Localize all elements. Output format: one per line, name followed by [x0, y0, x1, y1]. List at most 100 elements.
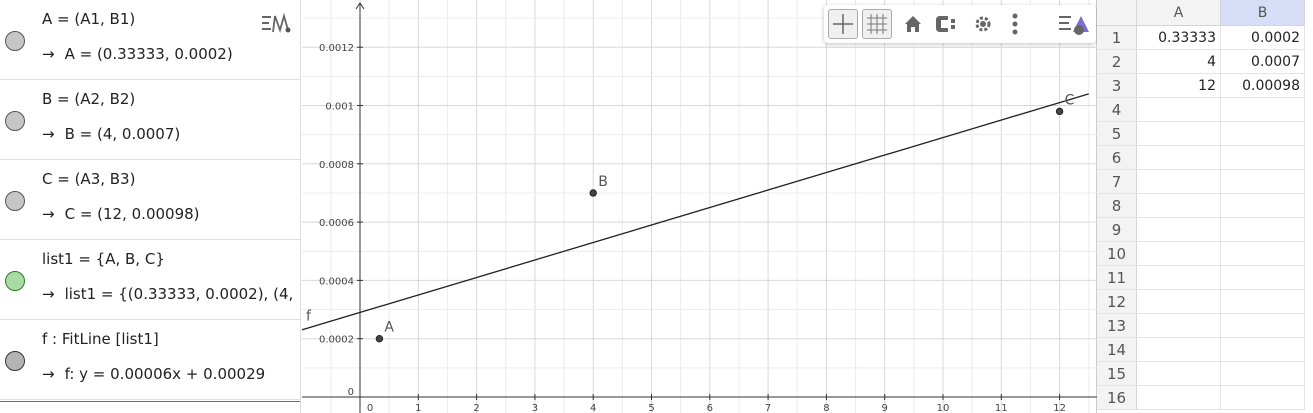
row-header[interactable]: 10 — [1097, 242, 1137, 266]
visibility-toggle[interactable] — [5, 31, 25, 51]
spreadsheet-cell[interactable] — [1137, 386, 1221, 410]
definition-text[interactable]: C = (A3, B3) — [42, 170, 136, 188]
home-icon[interactable] — [898, 9, 928, 39]
value-label: A = (0.33333, 0.0002) — [64, 45, 233, 63]
column-header-A[interactable]: A — [1137, 0, 1221, 26]
spreadsheet-cell[interactable] — [1221, 362, 1305, 386]
row-header[interactable]: 14 — [1097, 338, 1137, 362]
spreadsheet-cell[interactable] — [1221, 194, 1305, 218]
algebra-item-B[interactable]: B = (A2, B2) → B = (4, 0.0007) — [0, 80, 300, 160]
row-header[interactable]: 9 — [1097, 218, 1137, 242]
point-C[interactable] — [1055, 107, 1064, 116]
spreadsheet-cell[interactable] — [1221, 290, 1305, 314]
x-tick-label: 10 — [937, 403, 950, 413]
spreadsheet-cell[interactable]: 0.33333 — [1137, 26, 1221, 50]
definition-text[interactable]: list1 = {A, B, C} — [42, 250, 165, 268]
settings-icon[interactable] — [968, 9, 998, 39]
visibility-toggle[interactable] — [5, 351, 25, 371]
spreadsheet-cell[interactable] — [1137, 290, 1221, 314]
spreadsheet-cell[interactable] — [1137, 314, 1221, 338]
spreadsheet-cell[interactable] — [1137, 362, 1221, 386]
style-bar-icon[interactable] — [932, 9, 962, 39]
spreadsheet-cell[interactable] — [1137, 338, 1221, 362]
visibility-toggle[interactable] — [5, 111, 25, 131]
algebra-item-list1[interactable]: list1 = {A, B, C} → list1 = {(0.33333, 0.… — [0, 240, 300, 320]
arrow-icon: → — [42, 365, 55, 383]
visibility-toggle[interactable] — [5, 191, 25, 211]
definition-text[interactable]: B = (A2, B2) — [42, 90, 136, 108]
spreadsheet-cell[interactable] — [1221, 170, 1305, 194]
definition-text[interactable]: A = (A1, B1) — [42, 10, 136, 28]
spreadsheet-cell[interactable] — [1137, 122, 1221, 146]
spreadsheet-cell[interactable] — [1221, 122, 1305, 146]
spreadsheet-cell[interactable] — [1221, 242, 1305, 266]
value-text: → C = (12, 0.00098) — [42, 205, 200, 223]
row-header[interactable]: 12 — [1097, 290, 1137, 314]
definition-text[interactable]: f : FitLine [list1] — [42, 330, 159, 348]
algebra-item-A[interactable]: A = (A1, B1) → A = (0.33333, 0.0002) — [0, 0, 300, 80]
arrow-icon: → — [42, 45, 55, 63]
graphics-style-bar — [824, 5, 1096, 43]
point-label-A: A — [384, 320, 394, 336]
x-tick-label: 4 — [590, 403, 596, 413]
spreadsheet-cell[interactable] — [1221, 314, 1305, 338]
algebra-item-C[interactable]: C = (A3, B3) → C = (12, 0.00098) — [0, 160, 300, 240]
x-tick-label: 0 — [367, 403, 373, 413]
visibility-toggle[interactable] — [5, 271, 25, 291]
x-tick-label: 7 — [765, 403, 771, 413]
x-tick-label: 1 — [415, 403, 421, 413]
spreadsheet-cell[interactable]: 4 — [1137, 50, 1221, 74]
graphics-view[interactable]: 0 0.0002 0.0004 0.0006 0.0008 0.001 0.0012 0 1 2 3… — [302, 0, 1097, 413]
spreadsheet-cell[interactable] — [1137, 170, 1221, 194]
spreadsheet-cell[interactable]: 0.00098 — [1221, 74, 1305, 98]
row-header[interactable]: 6 — [1097, 146, 1137, 170]
spreadsheet-cell[interactable] — [1221, 338, 1305, 362]
spreadsheet-cell[interactable]: 0.0002 — [1221, 26, 1305, 50]
graphics-menu-icon[interactable] — [1056, 9, 1092, 39]
algebra-item-f[interactable]: f : FitLine [list1] → f: y = 0.00006x + 0… — [0, 320, 300, 400]
spreadsheet-cell[interactable] — [1221, 146, 1305, 170]
grid-icon[interactable] — [862, 9, 892, 39]
row-header[interactable]: 11 — [1097, 266, 1137, 290]
point-label-C: C — [1065, 92, 1075, 108]
spreadsheet-cell[interactable] — [1137, 194, 1221, 218]
fit-line-f[interactable] — [302, 93, 1089, 331]
spreadsheet-corner[interactable] — [1097, 0, 1137, 26]
more-icon[interactable] — [1000, 9, 1030, 39]
row-header[interactable]: 15 — [1097, 362, 1137, 386]
row-header[interactable]: 4 — [1097, 98, 1137, 122]
spreadsheet-cell[interactable]: 0.0007 — [1221, 50, 1305, 74]
arrow-icon: → — [42, 205, 55, 223]
row-header[interactable]: 2 — [1097, 50, 1137, 74]
axes-icon[interactable] — [828, 9, 858, 39]
spreadsheet-cell[interactable] — [1137, 98, 1221, 122]
spreadsheet-cell[interactable] — [1221, 218, 1305, 242]
value-label: C = (12, 0.00098) — [64, 205, 200, 223]
spreadsheet-cell[interactable] — [1221, 98, 1305, 122]
row-header[interactable]: 1 — [1097, 26, 1137, 50]
point-B[interactable] — [589, 189, 597, 197]
row-header[interactable]: 16 — [1097, 386, 1137, 410]
row-header[interactable]: 7 — [1097, 170, 1137, 194]
row-header[interactable]: 13 — [1097, 314, 1137, 338]
point-A[interactable] — [375, 335, 384, 343]
spreadsheet-cell[interactable] — [1221, 386, 1305, 410]
spreadsheet-cell[interactable]: 12 — [1137, 74, 1221, 98]
column-header-B[interactable]: B — [1221, 0, 1305, 26]
y-tick-label: 0.0004 — [319, 276, 354, 287]
row-header[interactable]: 5 — [1097, 122, 1137, 146]
spreadsheet-cell[interactable] — [1137, 218, 1221, 242]
spreadsheet-cell[interactable] — [1137, 146, 1221, 170]
spreadsheet-cell[interactable] — [1221, 266, 1305, 290]
row-header[interactable]: 3 — [1097, 74, 1137, 98]
value-text: → A = (0.33333, 0.0002) — [42, 45, 233, 63]
spreadsheet-cell[interactable] — [1137, 266, 1221, 290]
algebra-style-icon[interactable] — [258, 8, 298, 38]
row-header[interactable]: 8 — [1097, 194, 1137, 218]
spreadsheet-cell[interactable] — [1137, 242, 1221, 266]
line-label-f: f — [306, 308, 312, 324]
value-text: → list1 = {(0.33333, 0.0002), (4, — [42, 285, 293, 303]
value-text: → f: y = 0.00006x + 0.00029 — [42, 365, 265, 383]
